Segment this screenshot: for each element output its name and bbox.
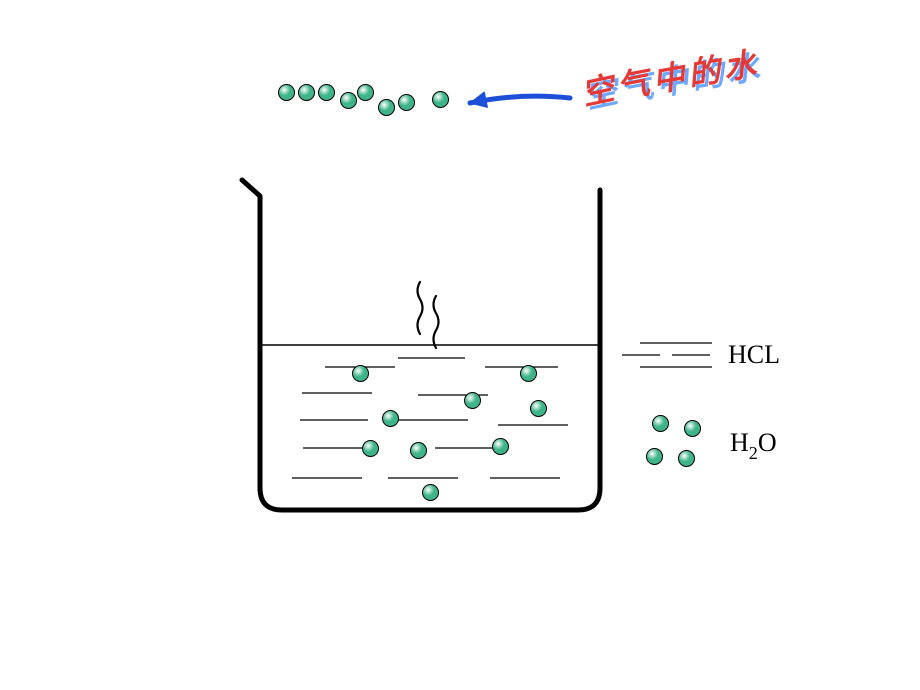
wordart-char: 空 — [577, 71, 619, 110]
air-particle — [378, 99, 395, 116]
solution-particle — [492, 438, 509, 455]
air-particle — [432, 91, 449, 108]
label-text-part: H — [730, 428, 749, 457]
arrow-head — [470, 92, 487, 107]
solution-particle — [520, 365, 537, 382]
solution-particle — [422, 484, 439, 501]
solution-particle — [410, 442, 427, 459]
label-text-part: O — [758, 428, 777, 457]
air-particle — [318, 84, 335, 101]
legend-h2o-particle — [652, 415, 669, 432]
vapor-squiggle — [418, 282, 423, 334]
legend-h2o-particle — [646, 448, 663, 465]
air-particle — [357, 84, 374, 101]
air-particle — [340, 92, 357, 109]
solution-particle — [352, 365, 369, 382]
wordart-char: 中 — [648, 59, 689, 97]
legend-label-hcl: HCL — [728, 340, 780, 370]
legend-h2o-particle — [678, 450, 695, 467]
legend-h2o-particle — [684, 420, 701, 437]
air-particle — [398, 94, 415, 111]
diagram-stage: { "canvas": { "w": 920, "h": 690, "bg": … — [0, 0, 920, 690]
solution-particle — [530, 400, 547, 417]
legend-label-h2o: H2O — [730, 428, 777, 462]
label-subscript: 2 — [749, 443, 758, 463]
wordart-char: 的 — [684, 54, 725, 91]
solution-particle — [464, 392, 481, 409]
air-particle — [298, 84, 315, 101]
solution-particle — [382, 410, 399, 427]
air-particle — [278, 84, 295, 101]
wordart-char: 水 — [719, 48, 759, 85]
svg-layer — [0, 0, 920, 690]
solution-particle — [362, 440, 379, 457]
vapor-squiggle — [434, 296, 439, 348]
wordart-char: 气 — [612, 65, 653, 103]
